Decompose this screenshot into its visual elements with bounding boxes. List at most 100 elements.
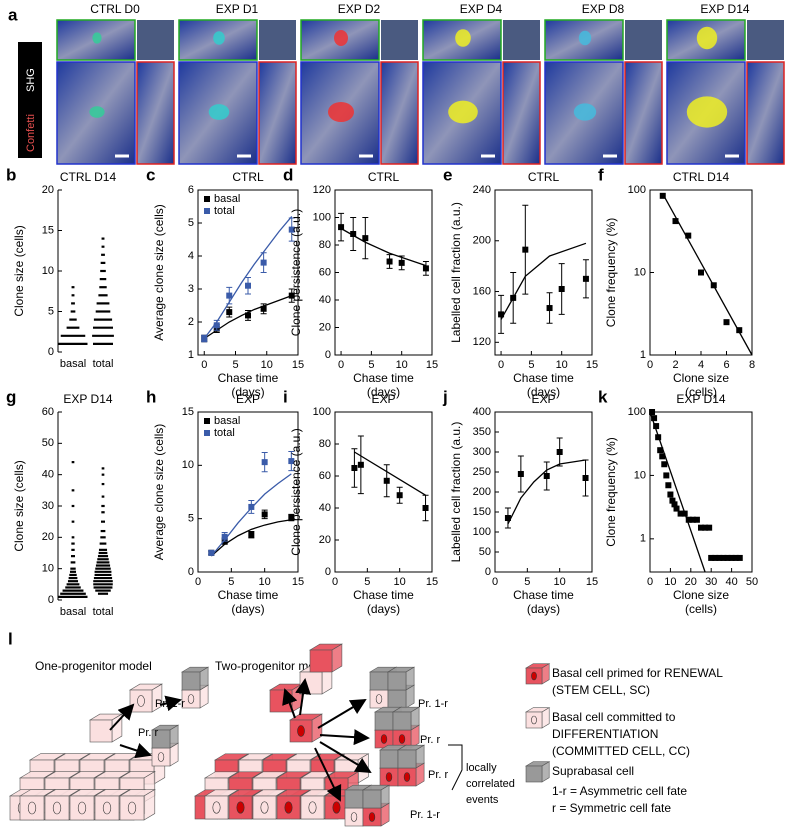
marker [712, 554, 719, 561]
nucleus [350, 812, 358, 822]
cube-front [309, 649, 333, 673]
legend-label: basal [214, 193, 240, 205]
nucleus [403, 772, 411, 782]
plot-frame [197, 411, 299, 573]
marker [261, 459, 268, 466]
nucleus [127, 801, 137, 815]
marker [498, 311, 505, 318]
fate-label: Pr. r [138, 727, 159, 739]
x-tick-label: 5 [232, 359, 238, 371]
arrow [282, 688, 298, 719]
clone [696, 26, 718, 50]
x-tick-label: basal [60, 358, 86, 370]
x-axis-label: (days) [367, 385, 400, 399]
y-axis-label: Clone frequency (%) [604, 218, 618, 327]
image-label: EXP D14 [700, 2, 749, 16]
x-tick-label: 0 [647, 576, 653, 588]
y-axis-label: Clone persistence (a.u.) [289, 209, 303, 336]
plot-frame [494, 189, 593, 356]
nucleus [102, 801, 112, 815]
marker [671, 501, 678, 508]
y-axis-label: Clone frequency (%) [604, 437, 618, 546]
x-tick-label: 15 [292, 359, 304, 371]
cube-front [387, 689, 407, 709]
cube-front [362, 789, 382, 809]
fit-line [507, 459, 586, 525]
legend-marker [204, 418, 210, 424]
y-tick-label: 240 [473, 184, 491, 196]
nucleus [212, 801, 221, 814]
x-axis-label: Clone size [673, 588, 729, 602]
y-tick-label: 20 [319, 534, 331, 546]
marker [213, 322, 220, 329]
legend-label: total [214, 427, 235, 439]
cube-front [369, 671, 389, 691]
y-tick-label: 6 [188, 184, 194, 196]
y-tick-label: 120 [313, 184, 331, 196]
y-tick-label: 20 [42, 531, 54, 543]
marker [723, 319, 730, 326]
arrow [314, 747, 342, 802]
y-axis-label: Labelled cell fraction (a.u.) [449, 422, 463, 563]
marker [261, 511, 268, 518]
y-tick-label: 40 [319, 294, 331, 306]
legend-label: basal [214, 415, 240, 427]
y-tick-label: 15 [42, 224, 54, 236]
marker [728, 554, 735, 561]
chart-title: EXP D14 [63, 392, 112, 406]
marker [657, 447, 664, 454]
x-tick-label: 10 [556, 359, 568, 371]
legend-label: (STEM CELL, SC) [552, 683, 650, 697]
note: r = Symmetric cell fate [552, 801, 671, 815]
chart-title: EXP D14 [676, 392, 725, 406]
y-tick-label: 300 [473, 446, 491, 458]
bracket [448, 744, 463, 791]
image-corner [625, 20, 662, 60]
panel-label: b [6, 165, 16, 184]
marker [698, 524, 704, 531]
marker [672, 218, 679, 225]
x-tick-label: total [93, 606, 114, 618]
y-tick-label: 350 [473, 426, 491, 438]
arrow [319, 741, 372, 774]
nucleus [332, 801, 341, 814]
legend-label: (COMMITTED CELL, CC) [552, 744, 690, 758]
image-label: EXP D2 [338, 2, 381, 16]
fate-label: Pr. 1-r [155, 698, 185, 710]
image-xz [300, 19, 380, 61]
x-axis-label: (cells) [685, 602, 717, 616]
x-tick-label: 0 [338, 359, 344, 371]
marker [667, 491, 674, 498]
x-tick-label: 0 [647, 359, 653, 371]
panel-label: f [598, 165, 604, 184]
nucleus [531, 715, 537, 725]
image-yz [258, 61, 297, 165]
marker [669, 497, 676, 504]
nucleus [157, 752, 165, 762]
clone [208, 104, 230, 120]
stain-label: Confetti SHG [18, 42, 42, 158]
nucleus [236, 801, 245, 814]
x-axis-label: Chase time [218, 588, 279, 602]
marker [732, 554, 739, 561]
correlated-label: events [466, 794, 499, 806]
plot-frame [197, 189, 299, 356]
y-tick-label: 5 [188, 513, 194, 525]
y-tick-label: 120 [473, 336, 491, 348]
marker [673, 505, 680, 512]
nucleus [398, 734, 406, 744]
y-tick-label: 60 [42, 406, 54, 418]
legend-label: DIFFERENTIATION [552, 727, 658, 741]
x-tick-label: 0 [201, 359, 207, 371]
clone [213, 31, 225, 45]
x-axis-label: Chase time [513, 371, 574, 385]
y-tick-label: 150 [473, 506, 491, 518]
confetti-label: Confetti [25, 114, 37, 152]
stain-bg [18, 42, 42, 158]
marker [661, 461, 668, 468]
marker [724, 554, 731, 561]
y-tick-label: 0 [325, 349, 331, 361]
marker [663, 472, 670, 479]
